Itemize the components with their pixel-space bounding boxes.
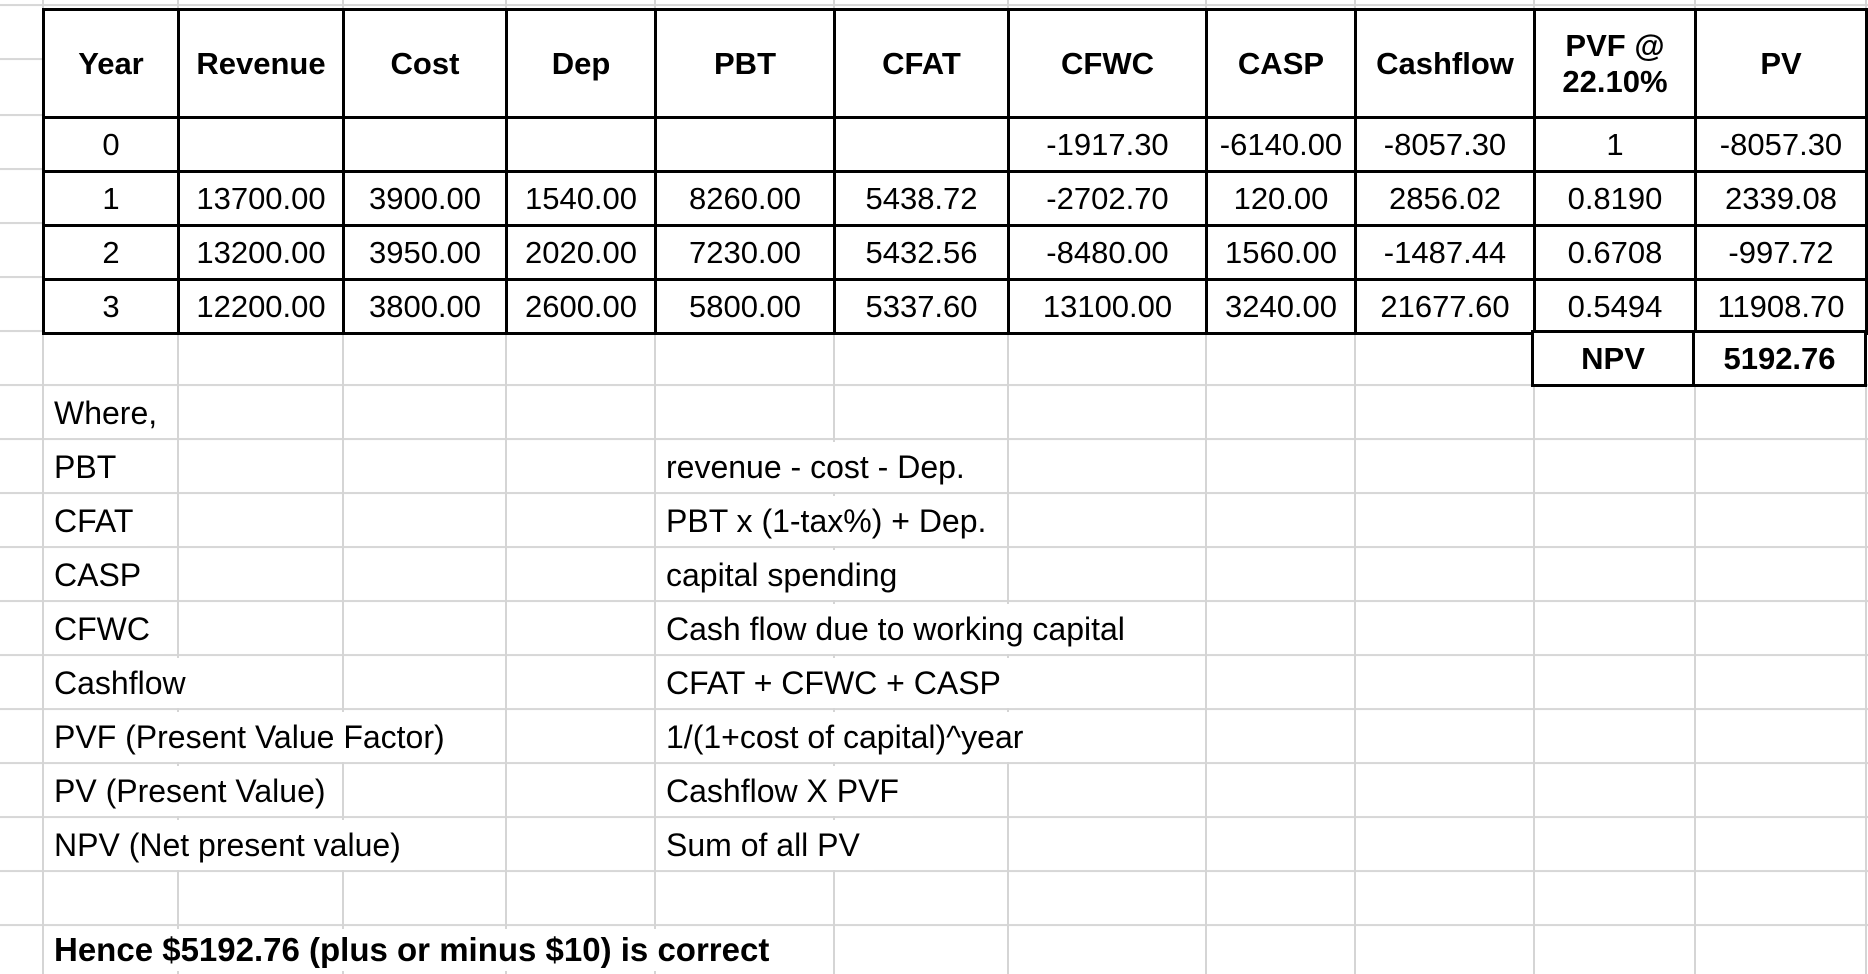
cell-pbt[interactable]: 7230.00 <box>654 224 836 281</box>
cell-year[interactable]: 1 <box>42 170 180 227</box>
cell-pbt[interactable]: 5800.00 <box>654 278 836 335</box>
cell-cfat[interactable] <box>833 116 1010 173</box>
where-label[interactable]: Where, <box>44 388 172 438</box>
def-term-pvf[interactable]: PVF (Present Value Factor) <box>44 712 459 762</box>
def-formula-cfat[interactable]: PBT x (1-tax%) + Dep. <box>656 496 1001 546</box>
def-term-cfwc[interactable]: CFWC <box>44 604 164 654</box>
table-header-row: Year Revenue Cost Dep PBT CFAT CFWC CASP… <box>42 8 1868 119</box>
header-cell-casp[interactable]: CASP <box>1205 8 1357 119</box>
def-formula-pv[interactable]: Cashflow X PVF <box>656 766 913 816</box>
cell-cost[interactable]: 3900.00 <box>342 170 508 227</box>
npv-table: Year Revenue Cost Dep PBT CFAT CFWC CASP… <box>42 8 1868 335</box>
cell-dep[interactable]: 2020.00 <box>505 224 657 281</box>
cell-casp[interactable]: 120.00 <box>1205 170 1357 227</box>
cell-cfat[interactable]: 5432.56 <box>833 224 1010 281</box>
header-cell-cashflow[interactable]: Cashflow <box>1354 8 1536 119</box>
cell-cashflow[interactable]: -8057.30 <box>1354 116 1536 173</box>
def-formula-pvf[interactable]: 1/(1+cost of capital)^year <box>656 712 1038 762</box>
table-row-year2: 2 13200.00 3950.00 2020.00 7230.00 5432.… <box>42 224 1868 281</box>
cell-casp[interactable]: 1560.00 <box>1205 224 1357 281</box>
table-row-year1: 1 13700.00 3900.00 1540.00 8260.00 5438.… <box>42 170 1868 227</box>
table-row-year3: 3 12200.00 3800.00 2600.00 5800.00 5337.… <box>42 278 1868 335</box>
def-term-cashflow[interactable]: Cashflow <box>44 658 200 708</box>
cell-cost[interactable] <box>342 116 508 173</box>
header-cell-cfat[interactable]: CFAT <box>833 8 1010 119</box>
def-formula-pbt[interactable]: revenue - cost - Dep. <box>656 442 979 492</box>
cell-year[interactable]: 0 <box>42 116 180 173</box>
cell-pvf[interactable]: 0.8190 <box>1533 170 1697 227</box>
npv-summary-row: NPV 5192.76 <box>1531 330 1867 387</box>
cell-cfwc[interactable]: -2702.70 <box>1007 170 1208 227</box>
def-term-pbt[interactable]: PBT <box>44 442 131 492</box>
header-cell-pv[interactable]: PV <box>1694 8 1868 119</box>
cell-pv[interactable]: 2339.08 <box>1694 170 1868 227</box>
header-cell-year[interactable]: Year <box>42 8 180 119</box>
cell-cfwc[interactable]: 13100.00 <box>1007 278 1208 335</box>
header-cell-pbt[interactable]: PBT <box>654 8 836 119</box>
cell-cfat[interactable]: 5438.72 <box>833 170 1010 227</box>
def-formula-npv[interactable]: Sum of all PV <box>656 820 874 870</box>
cell-cost[interactable]: 3800.00 <box>342 278 508 335</box>
header-cell-dep[interactable]: Dep <box>505 8 657 119</box>
cell-cost[interactable]: 3950.00 <box>342 224 508 281</box>
cell-cashflow[interactable]: 21677.60 <box>1354 278 1536 335</box>
def-term-npv[interactable]: NPV (Net present value) <box>44 820 415 870</box>
cell-pbt[interactable] <box>654 116 836 173</box>
cell-pbt[interactable]: 8260.00 <box>654 170 836 227</box>
header-cell-pvf[interactable]: PVF @ 22.10% <box>1533 8 1697 119</box>
def-term-cfat[interactable]: CFAT <box>44 496 148 546</box>
cell-dep[interactable]: 2600.00 <box>505 278 657 335</box>
cell-dep[interactable] <box>505 116 657 173</box>
def-term-casp[interactable]: CASP <box>44 550 156 600</box>
cell-pvf[interactable]: 0.5494 <box>1533 278 1697 335</box>
cell-cashflow[interactable]: 2856.02 <box>1354 170 1536 227</box>
cell-revenue[interactable]: 13700.00 <box>177 170 345 227</box>
npv-value-cell[interactable]: 5192.76 <box>1723 340 1836 376</box>
cell-casp[interactable]: 3240.00 <box>1205 278 1357 335</box>
cell-pvf[interactable]: 1 <box>1533 116 1697 173</box>
def-term-pv[interactable]: PV (Present Value) <box>44 766 340 816</box>
def-formula-cashflow[interactable]: CFAT + CFWC + CASP <box>656 658 1015 708</box>
header-cell-cost[interactable]: Cost <box>342 8 508 119</box>
cell-cfwc[interactable]: -1917.30 <box>1007 116 1208 173</box>
cell-revenue[interactable] <box>177 116 345 173</box>
header-cell-cfwc[interactable]: CFWC <box>1007 8 1208 119</box>
def-formula-casp[interactable]: capital spending <box>656 550 912 600</box>
cell-revenue[interactable]: 12200.00 <box>177 278 345 335</box>
cell-cashflow[interactable]: -1487.44 <box>1354 224 1536 281</box>
header-cell-revenue[interactable]: Revenue <box>177 8 345 119</box>
cell-cfwc[interactable]: -8480.00 <box>1007 224 1208 281</box>
cell-pv[interactable]: 11908.70 <box>1694 278 1868 335</box>
cell-year[interactable]: 3 <box>42 278 180 335</box>
def-formula-cfwc[interactable]: Cash flow due to working capital <box>656 604 1139 654</box>
cell-pvf[interactable]: 0.6708 <box>1533 224 1697 281</box>
cell-pv[interactable]: -997.72 <box>1694 224 1868 281</box>
cell-dep[interactable]: 1540.00 <box>505 170 657 227</box>
cell-year[interactable]: 2 <box>42 224 180 281</box>
cell-casp[interactable]: -6140.00 <box>1205 116 1357 173</box>
table-row-year0: 0 -1917.30 -6140.00 -8057.30 1 -8057.30 <box>42 116 1868 173</box>
cell-pv[interactable]: -8057.30 <box>1694 116 1868 173</box>
conclusion-text: Hence $5192.76 (plus or minus $10) is co… <box>44 929 784 971</box>
npv-label-cell[interactable]: NPV <box>1534 333 1695 384</box>
cell-revenue[interactable]: 13200.00 <box>177 224 345 281</box>
cell-cfat[interactable]: 5337.60 <box>833 278 1010 335</box>
